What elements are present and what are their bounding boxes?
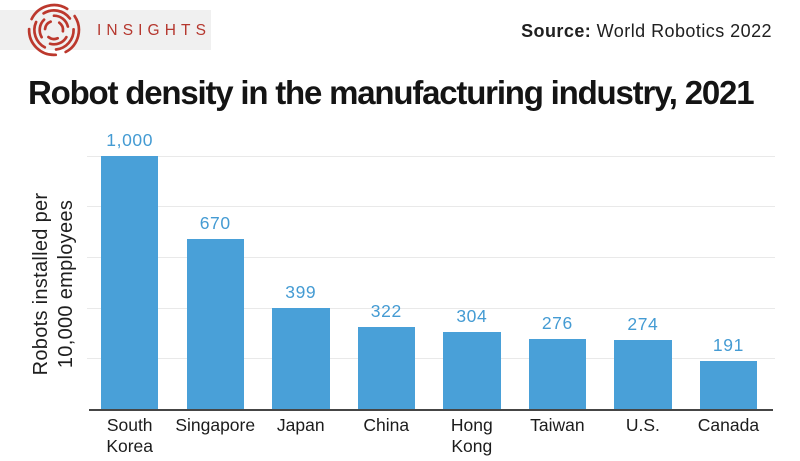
gridline-1000 (87, 155, 775, 157)
category-label: China (363, 415, 410, 435)
bar-hong-kong (443, 331, 501, 409)
bar-canada (699, 360, 758, 409)
x-axis-line (89, 408, 773, 411)
gridline-800 (87, 206, 775, 208)
bar-value-label: 274 (627, 313, 659, 334)
bar-china (357, 327, 415, 409)
bar-singapore (186, 239, 244, 409)
bar-south-korea (100, 155, 159, 409)
category-label: Japan (276, 415, 325, 435)
category-label: Taiwan (530, 415, 585, 435)
insights-swirl-logo-icon (27, 3, 81, 57)
category-label: Hong Kong (450, 415, 493, 456)
bar-value-label: 322 (370, 301, 402, 322)
bar-taiwan (528, 339, 587, 409)
bar-value-label: 1,000 (106, 129, 154, 150)
category-label: South Korea (106, 415, 154, 456)
brand-name: INSIGHTS (97, 22, 212, 39)
bar-value-label: 276 (541, 313, 573, 333)
chart-title: Robot density in the manufacturing indus… (28, 73, 755, 111)
category-label: Singapore (175, 415, 256, 435)
bar-value-label: 670 (199, 213, 231, 234)
bar-u-s- (614, 339, 672, 409)
gridline-400 (87, 307, 775, 309)
gridline-600 (87, 256, 775, 258)
bar-value-label: 191 (712, 334, 744, 355)
category-label: U.S. (625, 415, 660, 435)
gridline-200 (87, 358, 775, 360)
bar-value-label: 399 (285, 281, 317, 302)
bar-japan (272, 307, 330, 409)
category-label: Canada (697, 415, 760, 435)
source-label: Source: (521, 21, 592, 41)
bar-value-label: 304 (456, 305, 488, 326)
source-value: World Robotics 2022 (591, 21, 772, 41)
source-note: Source: World Robotics 2022 (521, 21, 772, 42)
